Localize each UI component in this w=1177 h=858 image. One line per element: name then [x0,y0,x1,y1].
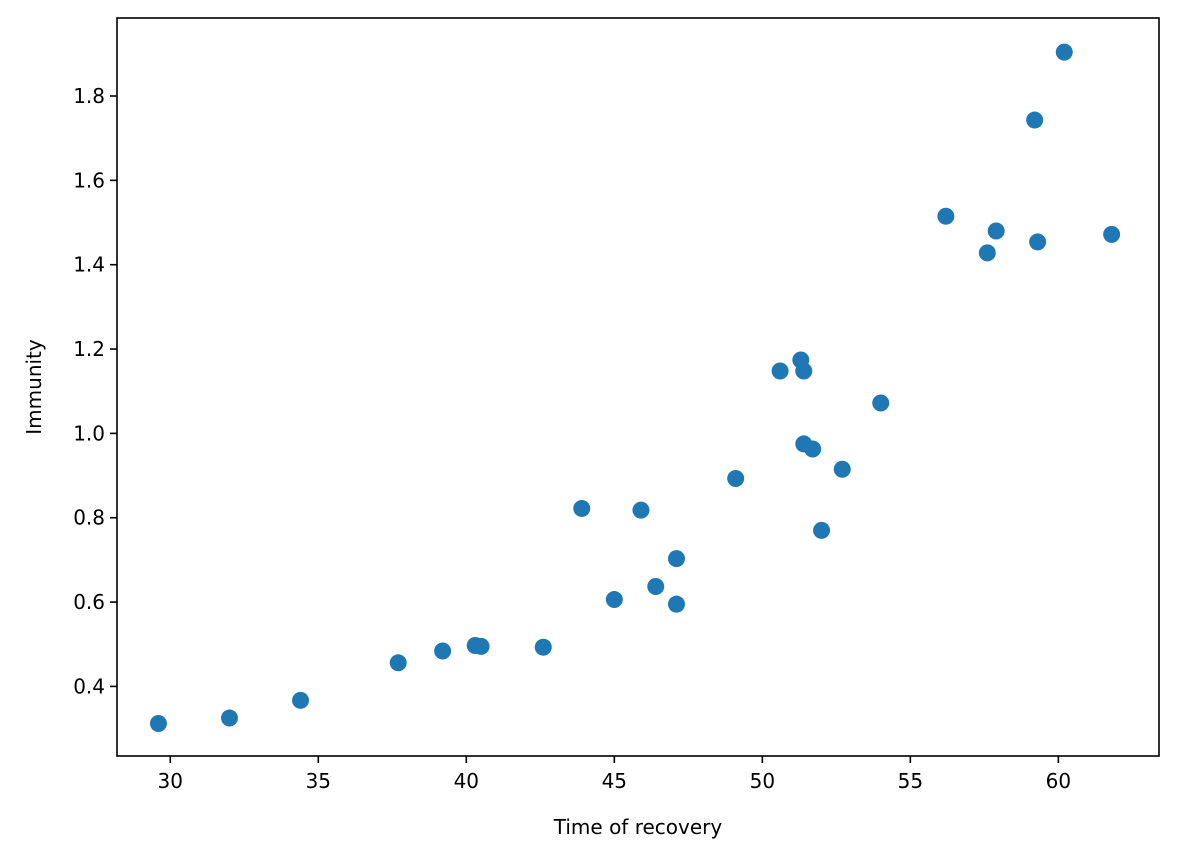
data-point [795,362,813,380]
data-point [667,595,685,613]
data-point [804,440,822,458]
data-point [573,499,591,517]
x-tick-label: 55 [898,769,923,793]
y-tick-label: 1.0 [73,421,105,445]
data-point [987,222,1005,240]
x-axis-ticks: 30 35 40 45 50 55 60 [158,756,1071,793]
data-point [149,715,167,733]
y-axis-label: Immunity [22,339,46,435]
y-tick-label: 1.4 [73,253,105,277]
x-tick-label: 30 [158,769,183,793]
data-point [833,460,851,478]
data-point [605,591,623,609]
data-point [813,521,831,539]
data-point [647,577,665,595]
x-tick-label: 40 [454,769,479,793]
data-point [978,244,996,262]
x-tick-label: 45 [602,769,627,793]
data-point [472,637,490,655]
data-point [1055,43,1073,61]
data-point [727,470,745,488]
y-tick-label: 0.8 [73,506,105,530]
y-tick-label: 0.6 [73,590,105,614]
data-point [292,691,310,709]
y-tick-label: 1.8 [73,84,105,108]
data-point [872,394,890,412]
x-tick-label: 50 [750,769,775,793]
data-point [220,709,238,727]
y-tick-label: 1.2 [73,337,105,361]
data-point [632,501,650,519]
y-axis-ticks: 0.4 0.6 0.8 1.0 1.2 1.4 1.6 1.8 [73,84,117,698]
data-point [667,550,685,568]
y-tick-label: 0.4 [73,674,105,698]
data-point [1103,225,1121,243]
x-tick-label: 35 [306,769,331,793]
x-tick-label: 60 [1046,769,1071,793]
data-points [149,43,1121,733]
y-tick-label: 1.6 [73,168,105,192]
data-point [937,207,955,225]
data-point [771,362,789,380]
x-axis-label: Time of recovery [553,815,723,839]
data-point [1029,233,1047,251]
plot-frame [116,17,1160,757]
data-point [389,654,407,672]
data-point [1026,111,1044,129]
data-point [434,642,452,660]
data-point [534,638,552,656]
